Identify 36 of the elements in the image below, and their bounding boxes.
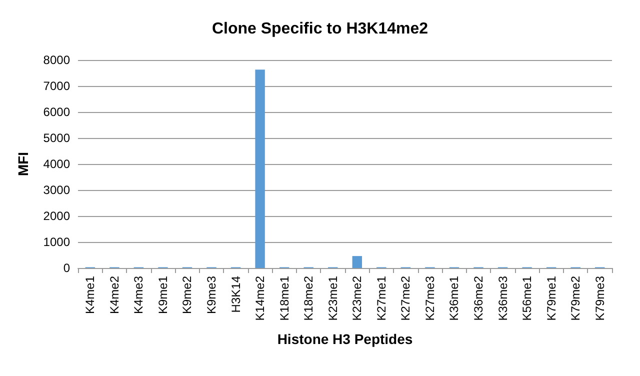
x-tick-label: K9me1 <box>156 276 170 314</box>
x-tick-label: K23me2 <box>350 276 364 321</box>
y-tick-label: 8000 <box>43 53 70 67</box>
x-tick-label: K18me1 <box>277 276 292 321</box>
x-tick-label: K4me2 <box>107 276 122 314</box>
y-tick-label: 3000 <box>43 183 70 197</box>
bar <box>352 256 362 268</box>
y-tick-label: 4000 <box>43 157 70 171</box>
x-tick-label: K9me2 <box>180 276 194 314</box>
x-tick-label: K36me1 <box>447 276 462 321</box>
x-tick-label: K18me2 <box>302 276 316 321</box>
y-axis-title: MFI <box>15 152 31 176</box>
y-tick-label: 0 <box>63 261 70 275</box>
x-tick-label: K4me1 <box>83 276 98 314</box>
y-tick-label: 7000 <box>43 79 70 93</box>
y-tick-label: 2000 <box>43 209 70 223</box>
y-tick-label: 1000 <box>43 235 70 249</box>
x-tick-label: K4me3 <box>132 276 146 314</box>
x-tick-label: K27me2 <box>398 276 413 321</box>
x-tick-label: K9me3 <box>204 276 218 314</box>
bar <box>255 70 265 268</box>
x-tick-label: K79me3 <box>592 276 607 321</box>
x-tick-label: K56me1 <box>520 276 534 321</box>
x-tick-label: H3K14 <box>228 276 243 313</box>
chart-title: Clone Specific to H3K14me2 <box>212 20 428 38</box>
x-tick-label: K27me3 <box>422 276 437 321</box>
x-tick-label: K36me2 <box>472 276 486 321</box>
y-tick-label: 5000 <box>43 131 70 145</box>
x-axis-title: Histone H3 Peptides <box>277 331 413 347</box>
x-tick-label: K36me3 <box>496 276 510 321</box>
x-tick-label: K79me2 <box>568 276 583 321</box>
x-tick-label: K23me1 <box>326 276 340 321</box>
x-tick-label: K79me1 <box>544 276 558 321</box>
x-tick-label: K14me2 <box>253 276 268 321</box>
x-tick-label: K27me1 <box>374 276 388 321</box>
y-tick-label: 6000 <box>43 105 70 119</box>
